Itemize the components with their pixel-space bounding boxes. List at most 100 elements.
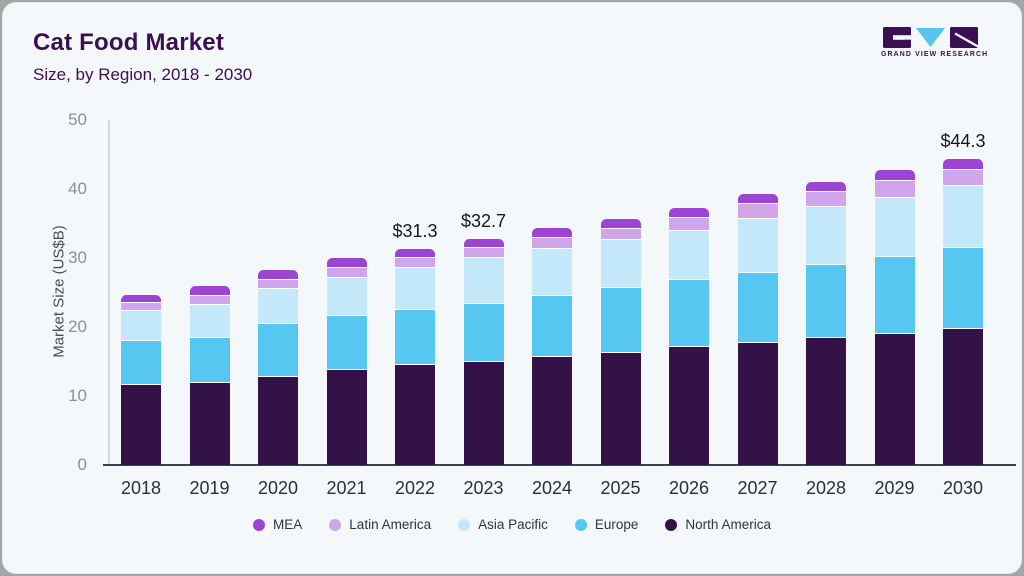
bar-total-label-2023: $32.7 [460, 211, 507, 232]
x-tick-label: 2028 [805, 478, 847, 498]
x-tick-label: 2022 [394, 478, 436, 498]
legend-dot-icon [253, 518, 266, 531]
stacked-bar-2026 [669, 208, 709, 465]
gvr-logo-icon [883, 27, 979, 48]
bar-segment-asia-pacific [532, 247, 572, 295]
bar-segment-europe [943, 246, 983, 328]
bar-segment-mea [600, 218, 641, 229]
stacked-bar-2024 [532, 228, 572, 465]
bar-segment-europe [189, 336, 230, 383]
bar-segment-asia-pacific [258, 287, 298, 323]
stacked-bar-2028 [806, 182, 846, 465]
legend-item-europe: Europe [574, 517, 638, 532]
legend-label: MEA [273, 517, 303, 532]
x-tick-label: 2020 [257, 478, 299, 498]
bar-segment-europe [874, 255, 915, 333]
x-tick-label: 2026 [668, 478, 710, 498]
bar-segment-mea [532, 228, 572, 238]
x-tick-label: 2018 [120, 478, 162, 498]
bar-segment-asia-pacific [874, 196, 915, 256]
bar-segment-latin-america [395, 257, 435, 267]
bar-segment-mea [669, 208, 709, 218]
bar-segment-latin-america [943, 169, 983, 185]
bar-segment-latin-america [737, 202, 778, 218]
bar-segment-latin-america [600, 228, 641, 239]
bar-segment-north-america [463, 360, 504, 465]
legend-dot-icon [665, 518, 678, 531]
bar-segment-europe [395, 309, 435, 365]
stacked-bar-2025 [600, 218, 641, 465]
bar-segment-latin-america [189, 294, 230, 304]
bar-segment-asia-pacific [463, 257, 504, 303]
legend-dot-icon [574, 518, 587, 531]
bar-segment-mea [806, 182, 846, 192]
bar-segment-north-america [874, 332, 915, 465]
legend-dot-icon [329, 518, 342, 531]
bar-segment-mea [326, 258, 367, 267]
bar-segment-europe [121, 340, 161, 385]
bar-total-label-2022: $31.3 [392, 221, 438, 242]
bar-segment-mea [121, 294, 161, 302]
stacked-bar-2030 [943, 159, 983, 465]
y-tick-label: 0 [77, 455, 87, 474]
stacked-bar-2021 [326, 258, 367, 465]
bar-segment-asia-pacific [669, 229, 709, 280]
bar-segment-north-america [121, 384, 161, 465]
x-tick-label: 2027 [737, 478, 778, 498]
bar-segment-north-america [806, 336, 846, 465]
y-tick-label: 40 [68, 179, 87, 198]
brand-logo: GRAND VIEW RESEARCH [881, 27, 989, 58]
bar-segment-europe [669, 279, 709, 347]
bar-segment-europe [806, 263, 846, 337]
bar-segment-north-america [737, 342, 778, 465]
bar-segment-north-america [943, 327, 983, 465]
stacked-bar-2023 [463, 239, 504, 465]
legend-item-asia-pacific: Asia Pacific [458, 517, 548, 532]
legend-item-mea: MEA [253, 517, 302, 532]
x-tick-label: 2019 [189, 478, 230, 498]
stacked-bar-2027 [737, 193, 778, 465]
bar-segment-mea [189, 286, 230, 295]
bar-segment-europe [532, 294, 572, 356]
x-tick-label: 2029 [874, 478, 915, 498]
y-axis-line [108, 120, 110, 465]
x-tick-label: 2023 [463, 478, 504, 498]
x-tick-label: 2025 [600, 478, 641, 498]
x-tick-label: 2030 [942, 478, 984, 498]
stacked-bar-2019 [189, 286, 230, 465]
y-axis-title: Market Size (US$B) [50, 225, 68, 358]
bar-segment-asia-pacific [121, 309, 161, 341]
bar-segment-mea [943, 159, 983, 170]
stacked-bar-2029 [874, 170, 915, 465]
legend-item-north-america: North America [665, 517, 771, 532]
bar-segment-latin-america [669, 217, 709, 230]
legend-label: Asia Pacific [478, 517, 548, 532]
bar-segment-north-america [600, 351, 641, 465]
bar-segment-asia-pacific [326, 276, 367, 316]
y-tick-label: 10 [68, 386, 87, 405]
bar-segment-north-america [532, 355, 572, 465]
bar-segment-north-america [189, 382, 230, 465]
bar-segment-mea [258, 270, 298, 279]
bar-segment-europe [737, 271, 778, 343]
bar-segment-europe [600, 286, 641, 352]
chart-legend: MEA Latin America Asia Pacific Europe North … [3, 517, 1021, 532]
bar-segment-europe [463, 302, 504, 361]
bar-segment-mea [874, 170, 915, 181]
bar-segment-asia-pacific [189, 303, 230, 337]
legend-label: North America [685, 517, 771, 532]
x-tick-label: 2024 [531, 478, 573, 498]
bar-segment-asia-pacific [737, 218, 778, 272]
y-tick-label: 50 [68, 110, 87, 129]
legend-label: Latin America [349, 517, 432, 532]
bar-segment-latin-america [463, 246, 504, 258]
x-axis-line [103, 464, 1016, 466]
stacked-bar-2018 [121, 294, 161, 465]
y-tick-label: 30 [68, 248, 87, 267]
legend-item-latin-america: Latin America [329, 517, 431, 532]
y-tick-label: 20 [68, 317, 87, 336]
bar-segment-latin-america [326, 267, 367, 277]
bar-segment-asia-pacific [395, 267, 435, 310]
brand-name: GRAND VIEW RESEARCH [881, 51, 989, 58]
